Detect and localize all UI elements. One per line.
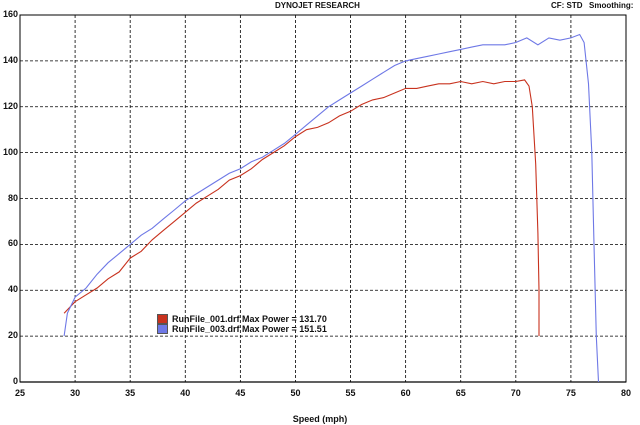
x-tick-label: 50 — [290, 388, 301, 398]
x-tick-label: 80 — [620, 388, 631, 398]
y-tick-label: 60 — [7, 238, 18, 249]
x-tick-label: 25 — [14, 388, 25, 398]
series-line-2 — [63, 33, 600, 383]
x-tick-label: 70 — [510, 388, 521, 398]
y-tick-label: 160 — [2, 9, 18, 19]
series-line-1 — [63, 79, 540, 337]
x-tick-label: 55 — [345, 388, 356, 398]
x-tick-label: 45 — [235, 388, 246, 398]
legend-swatch-series-2 — [157, 323, 168, 334]
legend-item-series-2: RunFile_003.drf Max Power = 151.51 — [157, 323, 327, 334]
y-tick-label: 100 — [2, 146, 18, 157]
chart-header-title: DYNOJET RESEARCH — [275, 1, 360, 10]
y-tick-label: 120 — [2, 100, 18, 111]
x-tick-label: 65 — [455, 388, 466, 398]
x-axis-label: Speed (mph) — [292, 414, 348, 424]
y-tick-label: 140 — [2, 54, 18, 65]
x-tick-label: 60 — [400, 388, 411, 398]
x-tick-label: 35 — [125, 388, 136, 398]
y-tick-label: 0 — [12, 376, 18, 386]
smoothing-label: Smoothing: — [589, 1, 634, 10]
legend-label-series-2: RunFile_003.drf Max Power = 151.51 — [172, 323, 327, 334]
x-tick-label: 30 — [70, 388, 81, 398]
y-tick-label: 20 — [7, 330, 18, 341]
legend-label-series-1: RunFile_001.drf Max Power = 131.70 — [172, 313, 327, 324]
y-tick-label: 80 — [7, 192, 18, 203]
y-tick-label: 40 — [7, 284, 18, 295]
x-tick-label: 40 — [180, 388, 191, 398]
legend-swatch-series-1 — [157, 313, 168, 324]
x-tick-label: 75 — [565, 388, 576, 398]
correction-factor-label: CF: STD — [551, 1, 583, 10]
legend-item-series-1: RunFile_001.drf Max Power = 131.70 — [157, 313, 327, 324]
